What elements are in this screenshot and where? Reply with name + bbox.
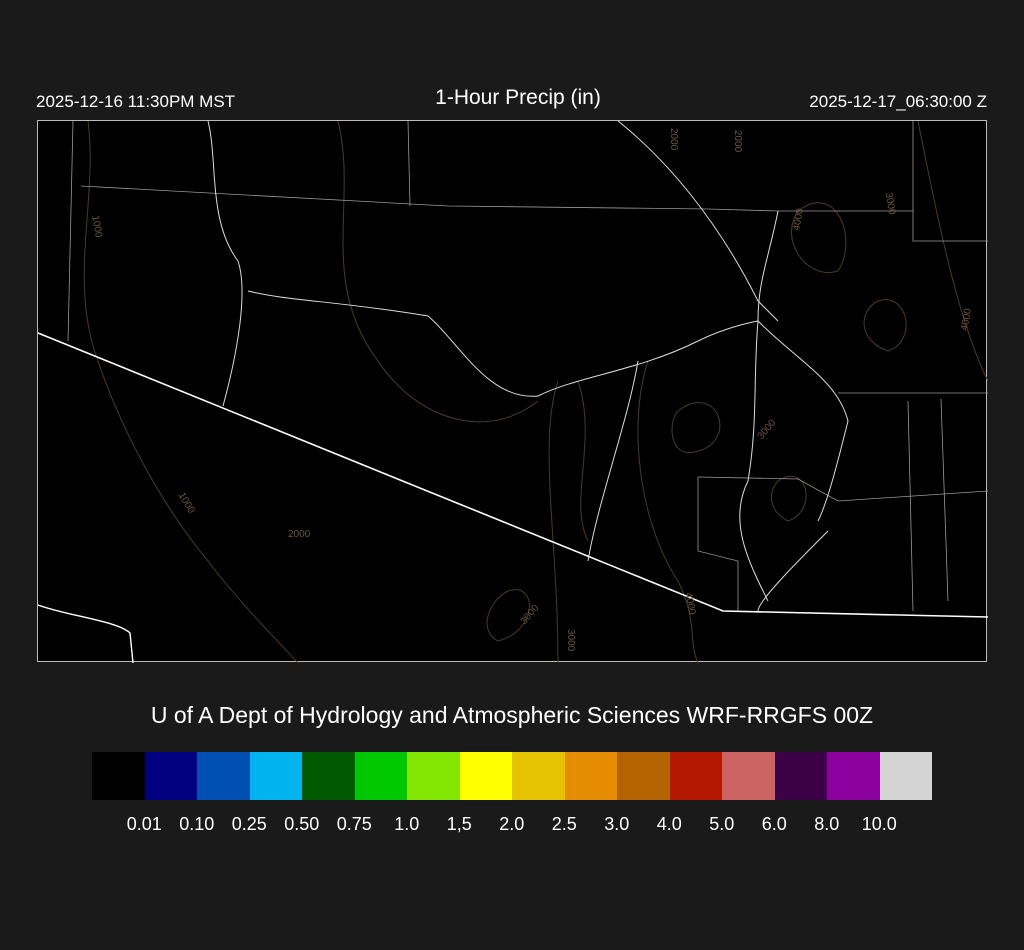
color-legend-labels: 0.01 0.10 0.25 0.50 0.75 1.0 1,5 2.0 2.5 3.0 4.0 5.… — [118, 814, 958, 835]
legend-swatch — [197, 752, 250, 800]
local-time: 2025-12-16 11:30PM MST — [36, 92, 236, 111]
contour-label: 4000 — [959, 307, 974, 331]
contour-label: 3000 — [519, 602, 542, 626]
legend-label: 8.0 — [814, 814, 840, 834]
legend-swatch — [302, 752, 355, 800]
legend-label: 0.50 — [284, 814, 320, 834]
legend-label: 3.0 — [604, 814, 630, 834]
legend-swatch — [92, 752, 145, 800]
legend-swatch — [407, 752, 460, 800]
legend-label: 0.75 — [336, 814, 372, 834]
color-legend-bar — [92, 752, 932, 800]
legend-swatch — [459, 752, 512, 800]
contour-label: 3000 — [756, 417, 779, 441]
legend-label: 0.25 — [231, 814, 267, 834]
contour-label: 4000 — [791, 207, 806, 231]
contour-label: 3000 — [565, 629, 576, 652]
legend-label: 2.5 — [551, 814, 577, 834]
legend-label: 6.0 — [761, 814, 787, 834]
model-credit: U of A Dept of Hydrology and Atmospheric… — [150, 702, 874, 728]
contour-label: 2000 — [668, 128, 679, 151]
map-svg: 1000 1000 2000 2000 3000 3000 3000 4000 … — [37, 120, 989, 664]
legend-swatch — [617, 752, 670, 800]
contour-label: 1000 — [89, 215, 104, 239]
legend-swatch — [249, 752, 302, 800]
legend-swatch — [827, 752, 880, 800]
legend-label: 0.10 — [179, 814, 215, 834]
contour-label: 2000 — [288, 529, 311, 540]
legend-label: 0.01 — [126, 814, 162, 834]
precip-map: 1000 1000 2000 2000 3000 3000 3000 4000 … — [37, 120, 989, 664]
contour-label: 1000 — [176, 491, 197, 516]
contour-label: 3000 — [883, 192, 898, 216]
contour-label: 2000 — [732, 130, 743, 153]
legend-swatch — [669, 752, 722, 800]
legend-swatch — [722, 752, 775, 800]
legend-label: 1,5 — [446, 814, 472, 834]
contour-labels: 1000 1000 2000 2000 3000 3000 3000 4000 … — [89, 128, 974, 652]
legend-label: 10.0 — [861, 814, 897, 834]
legend-label: 5.0 — [709, 814, 735, 834]
legend-swatch — [354, 752, 407, 800]
legend-label: 1.0 — [394, 814, 420, 834]
county-boundaries — [67, 120, 989, 612]
legend-swatch — [879, 752, 932, 800]
legend-label: 2.0 — [499, 814, 525, 834]
legend-swatch — [774, 752, 827, 800]
international-border — [37, 332, 989, 618]
legend-swatch — [144, 752, 197, 800]
contour-label: 4000 — [683, 592, 698, 616]
state-roads — [207, 120, 849, 612]
terrain-contours — [83, 120, 989, 664]
legend-label: 4.0 — [656, 814, 682, 834]
legend-swatch — [564, 752, 617, 800]
utc-time: 2025-12-17_06:30:00 Z — [809, 92, 987, 111]
map-title: 1-Hour Precip (in) — [435, 86, 601, 109]
coastline — [37, 604, 134, 664]
legend-swatch — [512, 752, 565, 800]
